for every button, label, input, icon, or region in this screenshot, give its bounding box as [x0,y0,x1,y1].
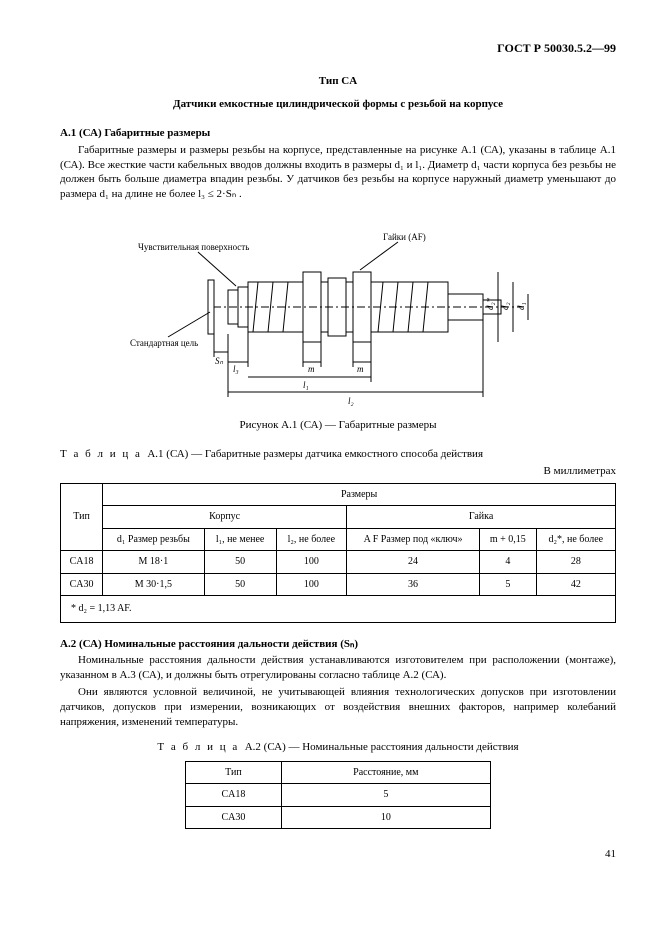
t1-h-d2: d₂*, не более [536,528,615,551]
table2-title-prefix: Т а б л и ц а [157,741,239,753]
t1r1-l1: 50 [204,573,276,596]
t1r0-type: CA18 [61,551,103,574]
a1-para1: Габаритные размеры и размеры резьбы на к… [60,143,616,202]
table-row: CA30 M 30·1,5 50 100 36 5 42 [61,573,616,596]
table2: Тип Расстояние, мм CA18 5 CA30 10 [185,761,491,830]
subtitle: Датчики емкостные цилиндрической формы с… [60,97,616,112]
table2-title-text: А.2 (СА) — Номинальные расстояния дально… [245,741,519,753]
table1: Тип Размеры Корпус Гайка d₁ Размер резьб… [60,483,616,623]
t2-h-type: Тип [186,761,282,784]
t1r1-d2: 42 [536,573,615,596]
t1-h-type: Тип [61,483,103,551]
t2-h-dist: Расстояние, мм [281,761,490,784]
t1r0-d2: 28 [536,551,615,574]
t1r0-d1: M 18·1 [103,551,204,574]
t1-h-l2: l₂, не более [276,528,347,551]
fig-sn: Sₙ [215,356,224,366]
t1-h-nut: Гайка [347,506,616,529]
t1-h-d1: d₁ Размер резьбы [103,528,204,551]
figure-a1: Чувствительная поверхность Гайки (AF) Ст… [128,212,548,412]
a2-para1: Номинальные расстояния дальности действи… [60,653,616,683]
t1-h-af: A F Размер под «ключ» [347,528,480,551]
t1r1-af: 36 [347,573,480,596]
page-number: 41 [60,847,616,862]
fig-label-nut: Гайки (AF) [383,232,426,242]
table1-title: Т а б л и ц а А.1 (СА) — Габаритные разм… [60,447,616,462]
t1-h-body: Корпус [103,506,347,529]
fig-m1: m [308,364,315,374]
t2r0-dist: 5 [281,784,490,807]
fig-l3: l₃ [233,364,239,374]
table2-title: Т а б л и ц а А.2 (СА) — Номинальные рас… [140,740,536,755]
fig-d2p: d₂* [485,297,495,310]
t1r1-type: CA30 [61,573,103,596]
fig-m2: m [357,364,364,374]
table1-title-text: А.1 (СА) — Габаритные размеры датчика ем… [147,448,483,460]
t1r0-l1: 50 [204,551,276,574]
type-line: Тип CA [60,74,616,89]
t2r1-type: CA30 [186,806,282,829]
fig-l1: l₁ [303,380,309,390]
t1r1-l2: 100 [276,573,347,596]
fig-label-sensing: Чувствительная поверхность [138,242,249,252]
t1-footnote: * d₂ = 1,13 AF. [61,596,616,623]
table1-units: В миллиметрах [60,464,616,479]
t2r1-dist: 10 [281,806,490,829]
a2-heading: А.2 (СА) Номинальные расстояния дальност… [60,637,616,652]
t1-h-l1: l₁, не менее [204,528,276,551]
table-row: CA18 M 18·1 50 100 24 4 28 [61,551,616,574]
t1r0-af: 24 [347,551,480,574]
fig-label-target: Стандартная цель [130,338,198,348]
t1-h-m: m + 0,15 [479,528,536,551]
a1-heading: А.1 (СА) Габаритные размеры [60,126,616,141]
fig-d2: d₂ [500,302,510,310]
table-row: CA30 10 [186,806,491,829]
figure-caption: Рисунок А.1 (СА) — Габаритные размеры [60,418,616,433]
t2r0-type: CA18 [186,784,282,807]
t1r0-m: 4 [479,551,536,574]
t1-h-dims: Размеры [103,483,616,506]
t1r1-d1: M 30·1,5 [103,573,204,596]
fig-l2: l₂ [348,396,354,406]
doc-code: ГОСТ Р 50030.5.2—99 [60,40,616,56]
table-row: CA18 5 [186,784,491,807]
t1r0-l2: 100 [276,551,347,574]
fig-d1: d₁ [516,302,526,310]
a2-para2: Они являются условной величиной, не учит… [60,685,616,730]
table1-title-prefix: Т а б л и ц а [60,448,142,460]
t1r1-m: 5 [479,573,536,596]
